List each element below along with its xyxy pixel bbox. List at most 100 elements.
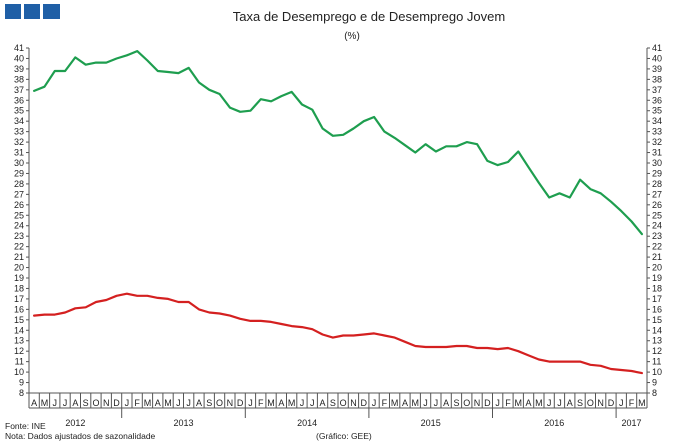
x-tick-label-month: F xyxy=(629,398,635,408)
y-tick-label-left: 20 xyxy=(14,263,24,273)
y-tick-label-left: 14 xyxy=(14,325,24,335)
y-tick-label-right: 36 xyxy=(652,95,662,105)
y-tick-label-right: 13 xyxy=(652,336,662,346)
x-tick-label-year: 2014 xyxy=(297,418,317,428)
y-tick-label-left: 18 xyxy=(14,283,24,293)
x-tick-label-month: M xyxy=(164,398,172,408)
y-tick-label-left: 10 xyxy=(14,367,24,377)
x-tick-label-month: M xyxy=(41,398,49,408)
series-line-1 xyxy=(32,49,644,236)
x-tick-label-month: J xyxy=(619,398,624,408)
x-tick-label-month: A xyxy=(402,398,408,408)
x-tick-label-month: J xyxy=(310,398,315,408)
y-tick-label-right: 23 xyxy=(652,231,662,241)
adjustment-note: Nota: Dados ajustados de sazonalidade xyxy=(5,431,156,441)
x-tick-label-month: A xyxy=(196,398,202,408)
x-tick-label-month: A xyxy=(31,398,37,408)
x-tick-label-month: O xyxy=(216,398,223,408)
y-tick-label-left: 24 xyxy=(14,221,24,231)
x-tick-label-month: J xyxy=(372,398,377,408)
x-tick-label-month: O xyxy=(340,398,347,408)
gee-logo-icon xyxy=(5,4,60,19)
y-tick-label-left: 15 xyxy=(14,315,24,325)
y-tick-label-left: 25 xyxy=(14,210,24,220)
x-tick-label-month: M xyxy=(144,398,152,408)
y-tick-label-right: 41 xyxy=(652,43,662,53)
x-tick-label-month: N xyxy=(474,398,481,408)
series-line-2 xyxy=(32,292,644,375)
x-tick-label-month: J xyxy=(495,398,500,408)
y-tick-label-right: 18 xyxy=(652,283,662,293)
credit-note: (Gráfico: GEE) xyxy=(316,431,372,441)
x-tick-label-month: S xyxy=(206,398,212,408)
y-tick-label-left: 38 xyxy=(14,74,24,84)
x-tick-label-month: J xyxy=(248,398,253,408)
x-tick-label-month: A xyxy=(278,398,284,408)
y-tick-label-right: 9 xyxy=(652,378,657,388)
y-tick-label-left: 8 xyxy=(19,388,24,398)
x-tick-label-month: S xyxy=(577,398,583,408)
y-tick-label-right: 24 xyxy=(652,221,662,231)
y-tick-label-right: 40 xyxy=(652,53,662,63)
x-tick-label-year: 2017 xyxy=(622,418,642,428)
y-tick-label-right: 35 xyxy=(652,106,662,116)
y-tick-label-left: 17 xyxy=(14,294,24,304)
x-tick-label-month: N xyxy=(227,398,234,408)
y-tick-label-right: 39 xyxy=(652,64,662,74)
y-tick-label-right: 8 xyxy=(652,388,657,398)
x-tick-label-month: A xyxy=(320,398,326,408)
x-tick-label-month: D xyxy=(608,398,615,408)
x-tick-label-month: J xyxy=(176,398,181,408)
x-tick-label-month: M xyxy=(515,398,523,408)
x-tick-label-month: F xyxy=(258,398,264,408)
y-tick-label-right: 10 xyxy=(652,367,662,377)
x-tick-label-month: O xyxy=(92,398,99,408)
y-tick-label-right: 14 xyxy=(652,325,662,335)
x-tick-label-month: S xyxy=(83,398,89,408)
y-tick-label-left: 26 xyxy=(14,200,24,210)
x-tick-label-month: N xyxy=(597,398,604,408)
x-tick-label-month: A xyxy=(526,398,532,408)
x-tick-label-month: J xyxy=(300,398,305,408)
x-tick-label-year: 2013 xyxy=(173,418,193,428)
y-tick-label-right: 28 xyxy=(652,179,662,189)
x-tick-label-month: M xyxy=(288,398,296,408)
x-tick-label-month: S xyxy=(453,398,459,408)
y-tick-label-left: 31 xyxy=(14,148,24,158)
x-tick-label-month: O xyxy=(463,398,470,408)
y-tick-label-left: 30 xyxy=(14,158,24,168)
x-tick-label-month: N xyxy=(103,398,110,408)
chart-title: Taxa de Desemprego e de Desemprego Jovem xyxy=(233,9,505,24)
y-tick-label-left: 40 xyxy=(14,53,24,63)
y-tick-label-left: 41 xyxy=(14,43,24,53)
y-tick-label-left: 37 xyxy=(14,85,24,95)
y-tick-label-left: 27 xyxy=(14,189,24,199)
y-tick-label-left: 29 xyxy=(14,168,24,178)
y-tick-label-right: 27 xyxy=(652,189,662,199)
y-tick-label-right: 16 xyxy=(652,304,662,314)
x-tick-label-month: S xyxy=(330,398,336,408)
x-tick-label-month: N xyxy=(350,398,357,408)
x-tick-label-month: M xyxy=(535,398,543,408)
y-tick-label-right: 33 xyxy=(652,127,662,137)
source-note: Fonte: INE xyxy=(5,421,46,431)
y-tick-label-left: 36 xyxy=(14,95,24,105)
x-tick-label-month: A xyxy=(567,398,573,408)
y-tick-label-left: 23 xyxy=(14,231,24,241)
y-tick-label-left: 11 xyxy=(15,357,24,367)
y-tick-label-right: 26 xyxy=(652,200,662,210)
series-layer xyxy=(32,49,644,375)
x-tick-label-year: 2012 xyxy=(65,418,85,428)
y-tick-label-right: 32 xyxy=(652,137,662,147)
x-tick-label-month: F xyxy=(382,398,388,408)
x-tick-label-month: A xyxy=(155,398,161,408)
x-tick-label-month: J xyxy=(63,398,68,408)
y-tick-label-left: 35 xyxy=(14,106,24,116)
y-tick-label-right: 34 xyxy=(652,116,662,126)
y-tick-label-right: 22 xyxy=(652,242,662,252)
x-tick-label-month: D xyxy=(361,398,368,408)
x-tick-label-month: D xyxy=(484,398,491,408)
x-tick-label-year: 2015 xyxy=(421,418,441,428)
